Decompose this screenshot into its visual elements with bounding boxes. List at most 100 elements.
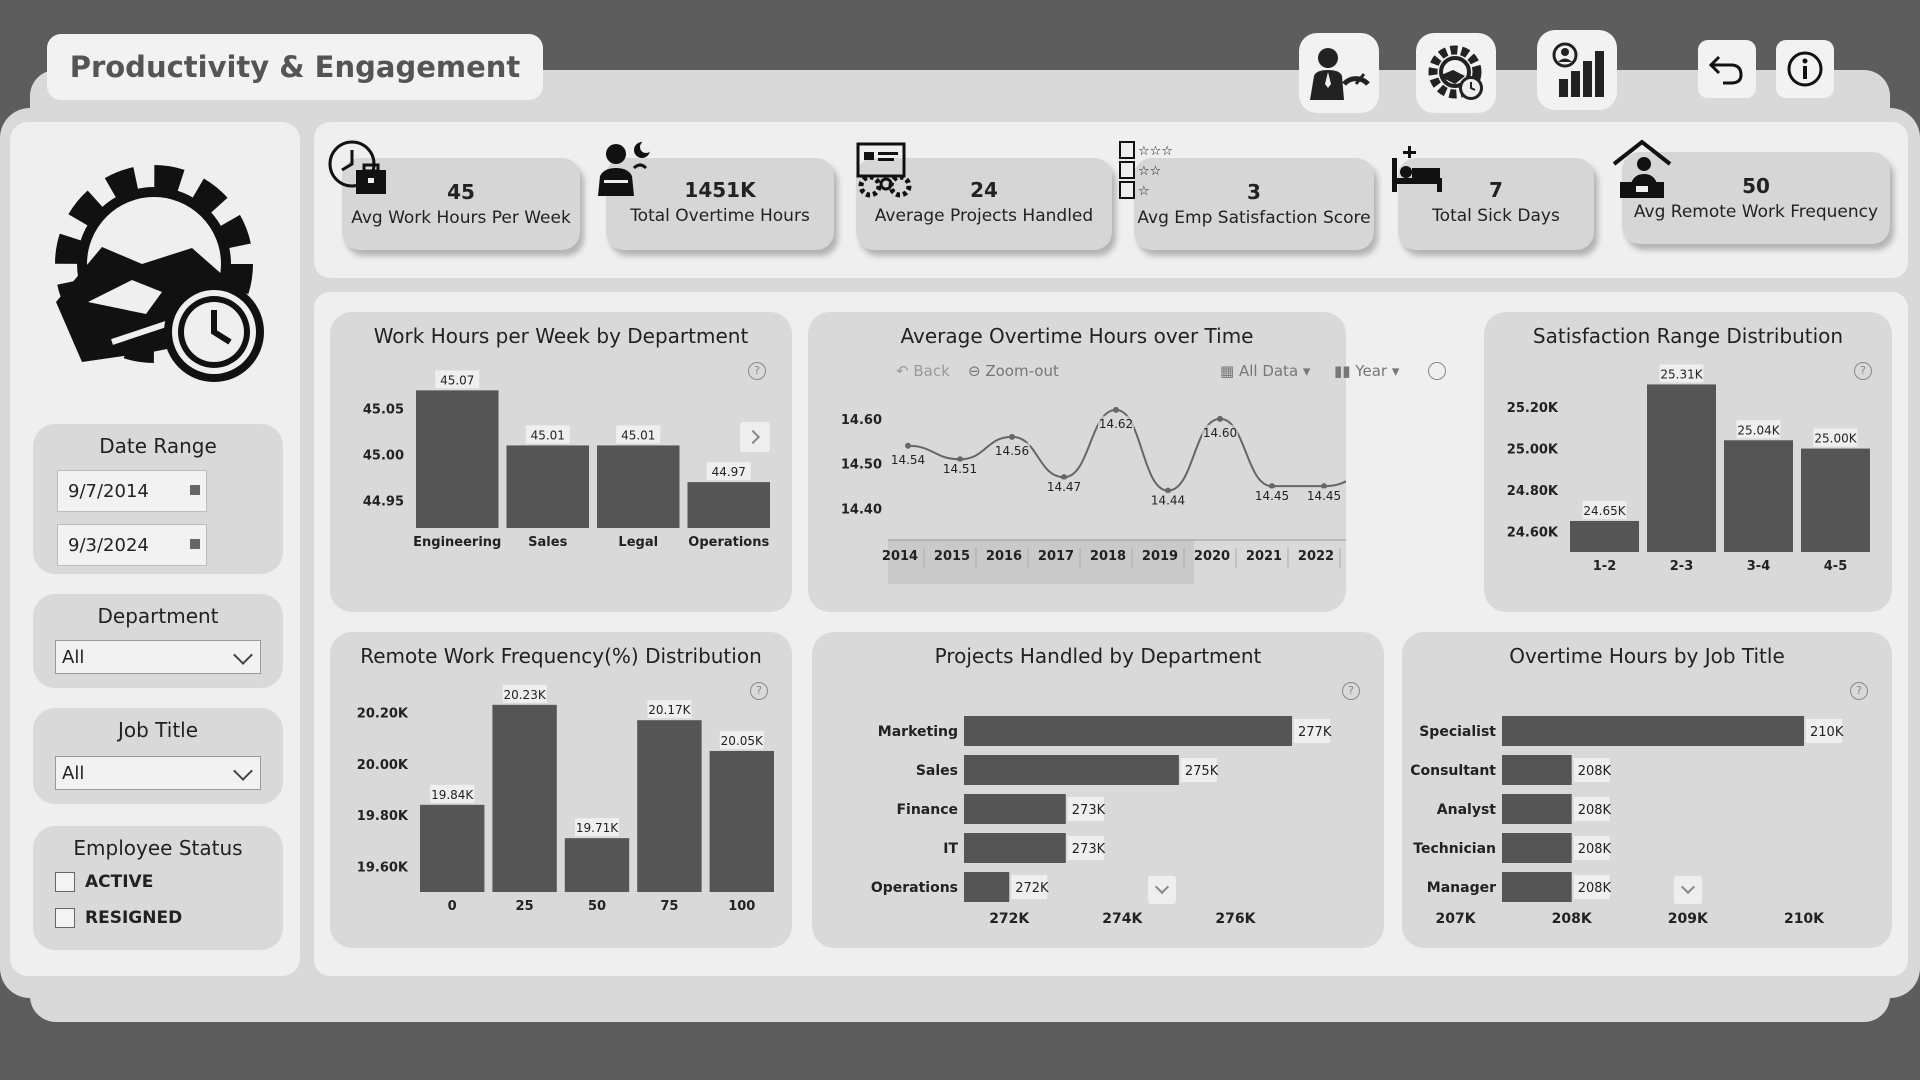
data-label: 14.62 <box>1099 417 1133 431</box>
kpi-label: Avg Emp Satisfaction Score <box>1137 208 1371 228</box>
y-category-label: Manager <box>1427 880 1496 896</box>
data-point <box>1113 406 1119 413</box>
calendar-icon[interactable] <box>190 485 200 495</box>
data-label-bg <box>1067 836 1104 860</box>
back-drill-button[interactable]: ↶ Back <box>896 362 950 380</box>
data-point <box>957 456 963 463</box>
kpi-value: 50 <box>1742 174 1770 198</box>
x-tick-label: 2019 <box>1142 549 1178 564</box>
bar <box>964 755 1179 785</box>
data-label-bg <box>616 425 661 444</box>
y-tick-label: 19.60K <box>357 860 409 875</box>
data-label: 24.65K <box>1583 504 1626 518</box>
data-label-bg <box>1659 364 1704 383</box>
x-tick-label: 2016 <box>986 549 1022 564</box>
kpi-value: 1451K <box>684 178 756 202</box>
calendar-icon[interactable] <box>190 539 200 549</box>
year-label: Year <box>1355 362 1388 380</box>
back-button[interactable] <box>1698 40 1756 98</box>
data-label: 14.44 <box>1151 494 1185 508</box>
data-label: 273K <box>1072 842 1106 857</box>
department-dropdown[interactable]: All <box>55 640 261 674</box>
clock-briefcase-icon <box>328 140 386 194</box>
expand-button[interactable] <box>1674 876 1702 904</box>
bar <box>1502 872 1572 902</box>
active-checkbox[interactable] <box>55 872 75 892</box>
help-icon[interactable]: ? <box>1342 682 1360 700</box>
x-tick-label: 209K <box>1668 911 1709 927</box>
chart-title: Projects Handled by Department <box>934 644 1262 668</box>
svg-text:☆: ☆ <box>1138 184 1150 199</box>
date-range-title: Date Range <box>99 434 217 458</box>
bar <box>420 804 485 892</box>
x-tick-label: 208K <box>1552 911 1593 927</box>
kpi-value: 3 <box>1247 180 1261 204</box>
end-date-value: 9/3/2024 <box>68 535 149 556</box>
y-category-label: Marketing <box>878 724 958 740</box>
bar <box>506 445 589 528</box>
data-label-bg <box>1254 488 1290 505</box>
y-tick-label: 25.00K <box>1507 443 1559 458</box>
help-icon[interactable]: ? <box>750 682 768 700</box>
bar <box>964 872 1010 902</box>
start-date-input[interactable]: 9/7/2014 <box>57 470 207 512</box>
help-icon[interactable]: ? <box>1854 362 1872 380</box>
date-range-slicer: Date Range 9/7/2014 9/3/2024 <box>33 424 283 574</box>
x-tick-label: 75 <box>660 899 678 914</box>
y-category-label: Analyst <box>1437 802 1497 818</box>
data-label: 14.45 <box>1307 489 1341 503</box>
department-value: All <box>62 647 85 668</box>
x-tick-label: 1-2 <box>1593 559 1617 574</box>
x-tick-label: Operations <box>688 535 769 550</box>
bar-chart-icon: ▮▮ <box>1334 362 1351 380</box>
next-arrow-button[interactable] <box>740 422 770 452</box>
kpi-label: Total Overtime Hours <box>630 206 810 226</box>
info-button[interactable] <box>1776 40 1834 98</box>
nav-button-employee[interactable] <box>1299 33 1379 113</box>
help-icon[interactable]: ? <box>748 362 766 380</box>
kpi-label: Avg Remote Work Frequency <box>1633 202 1879 222</box>
kpi-value: 24 <box>970 178 998 202</box>
data-label: 273K <box>1072 803 1106 818</box>
y-tick-label: 25.20K <box>1507 401 1559 416</box>
end-date-input[interactable]: 9/3/2024 <box>57 524 207 566</box>
nav-button-settings[interactable] <box>1416 33 1496 113</box>
resigned-checkbox[interactable] <box>55 908 75 928</box>
chart-work-hours: 45.05 45.00 44.95 45.07 Engineering 45.01 Sale… <box>363 370 770 550</box>
data-label-bg <box>1582 500 1627 519</box>
data-label-bg <box>1573 836 1610 860</box>
nav-button-analytics[interactable] <box>1537 30 1617 110</box>
x-tick-label: 0 <box>448 899 457 914</box>
year-dropdown[interactable]: ▮▮ Year ▾ <box>1334 362 1400 380</box>
y-tick-label: 19.80K <box>357 809 409 824</box>
data-label-bg <box>1011 875 1048 899</box>
chart-card-projects: Projects Handled by Department ? Marketi… <box>812 632 1384 948</box>
kpi-label: Total Sick Days <box>1432 206 1560 226</box>
data-label-bg <box>1736 420 1781 439</box>
job-title-dropdown[interactable]: All <box>55 756 261 790</box>
x-tick-label: 2017 <box>1038 549 1074 564</box>
help-icon[interactable]: ? <box>1850 682 1868 700</box>
data-label-bg <box>1294 719 1330 743</box>
y-category-label: Technician <box>1413 841 1496 857</box>
bar <box>1801 448 1870 552</box>
bar <box>1502 716 1804 746</box>
chart-card-overtime-time: Average Overtime Hours over Time ↶ Back … <box>808 312 1446 612</box>
bar <box>597 445 680 528</box>
data-label-bg <box>1067 797 1104 821</box>
x-tick-label: 274K <box>1102 911 1143 927</box>
zoom-out-button[interactable]: ⊖ Zoom-out <box>968 362 1059 380</box>
y-tick-label: 20.00K <box>357 758 409 773</box>
bar <box>964 794 1066 824</box>
x-tick-label: 50 <box>588 899 606 914</box>
y-tick-label: 20.20K <box>357 707 409 722</box>
presentation-gears-icon <box>856 142 912 198</box>
expand-button[interactable] <box>1148 876 1176 904</box>
data-label-bg <box>1813 428 1858 447</box>
data-label-bg <box>435 370 480 389</box>
data-label-bg <box>1202 424 1238 441</box>
kpi-card-satisfaction: 3 Avg Emp Satisfaction Score <box>1134 158 1374 250</box>
data-label: 25.31K <box>1660 367 1703 381</box>
all-data-dropdown[interactable]: ▦ All Data ▾ <box>1220 362 1311 380</box>
data-label: 275K <box>1185 764 1219 779</box>
